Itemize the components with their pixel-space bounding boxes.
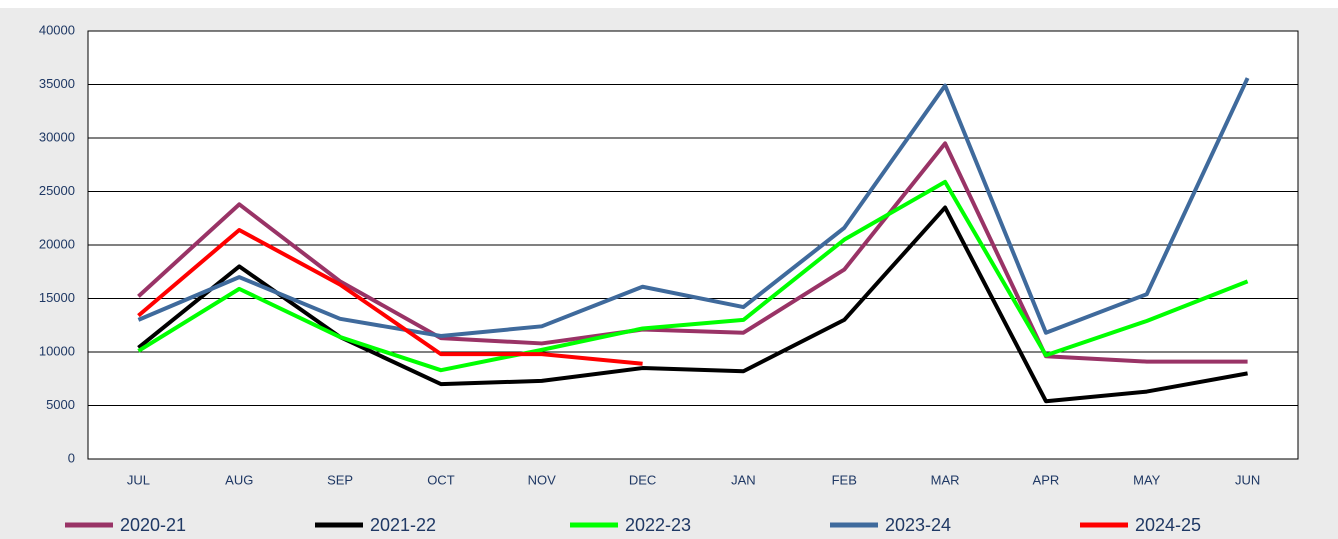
legend-label: 2022-23 [625, 515, 691, 535]
legend-label: 2024-25 [1135, 515, 1201, 535]
x-tick-label: JAN [731, 472, 756, 487]
series-line [137, 141, 1248, 364]
x-tick-label: MAY [1133, 472, 1161, 487]
series-line [137, 77, 1250, 338]
x-tick-label: FEB [832, 472, 857, 487]
x-tick-label: OCT [427, 472, 455, 487]
x-tick-label: MAR [931, 472, 960, 487]
x-tick-label: DEC [629, 472, 656, 487]
x-tick-label: AUG [225, 472, 253, 487]
x-tick-label: JUL [127, 472, 150, 487]
y-tick-label: 25000 [39, 183, 75, 198]
series-line [137, 228, 643, 366]
x-tick-label: SEP [327, 472, 353, 487]
series-line [137, 179, 1249, 373]
legend-label: 2020-21 [120, 515, 186, 535]
x-tick-label: APR [1033, 472, 1060, 487]
x-tick-label: JUN [1235, 472, 1260, 487]
x-tick-label: NOV [528, 472, 557, 487]
y-tick-label: 15000 [39, 290, 75, 305]
series-line [137, 205, 1248, 404]
y-tick-label: 0 [68, 450, 75, 465]
legend-label: 2021-22 [370, 515, 436, 535]
y-tick-label: 35000 [39, 76, 75, 91]
y-tick-label: 40000 [39, 22, 75, 37]
y-tick-label: 20000 [39, 236, 75, 251]
y-tick-label: 30000 [39, 129, 75, 144]
y-tick-label: 10000 [39, 343, 75, 358]
y-tick-label: 5000 [46, 397, 75, 412]
legend-label: 2023-24 [885, 515, 951, 535]
